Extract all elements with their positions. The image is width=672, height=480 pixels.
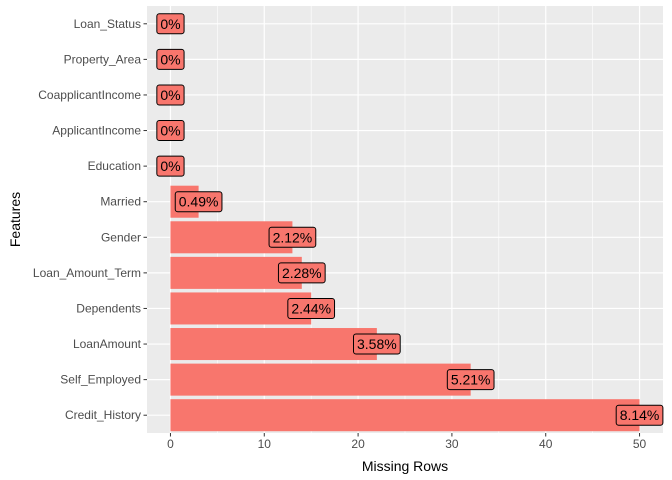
bar bbox=[170, 328, 377, 361]
data-label: 2.12% bbox=[268, 226, 317, 248]
data-label-box bbox=[446, 369, 495, 391]
data-label-box bbox=[156, 13, 185, 35]
x-tick-label: 0 bbox=[167, 437, 174, 451]
data-label-box bbox=[353, 333, 401, 355]
y-tick-label: Education bbox=[88, 159, 141, 173]
data-label-text: 8.14% bbox=[620, 407, 660, 423]
x-tick-label: 40 bbox=[539, 437, 553, 451]
bar bbox=[170, 399, 640, 432]
x-axis: 0 10 20 30 40 50 bbox=[167, 433, 647, 451]
y-tick-label: Married bbox=[100, 195, 141, 209]
data-label-text: 0% bbox=[160, 87, 180, 103]
data-label: 3.58% bbox=[353, 333, 401, 355]
data-label: 8.14% bbox=[615, 404, 664, 426]
y-tick-label: Loan_Amount_Term bbox=[33, 266, 141, 280]
data-label: 0% bbox=[156, 13, 185, 35]
y-tick-label: LoanAmount bbox=[73, 337, 142, 351]
y-tick-label: Gender bbox=[101, 230, 141, 244]
data-label-text: 0% bbox=[160, 158, 180, 174]
data-label-box bbox=[615, 404, 664, 426]
bar bbox=[170, 363, 471, 396]
y-tick-label: Dependents bbox=[76, 301, 141, 315]
data-label-box bbox=[156, 120, 185, 142]
y-axis-title: Features bbox=[7, 192, 23, 247]
data-label-text: 2.28% bbox=[282, 265, 322, 281]
x-tick-label: 50 bbox=[633, 437, 647, 451]
x-axis-title: Missing Rows bbox=[362, 458, 448, 474]
data-label-text: 0.49% bbox=[179, 194, 219, 210]
y-tick-label: Credit_History bbox=[65, 408, 141, 422]
data-label-box bbox=[174, 191, 223, 213]
data-label-box bbox=[156, 155, 185, 177]
x-tick-label: 10 bbox=[258, 437, 272, 451]
data-label-box bbox=[268, 226, 317, 248]
y-tick-label: Property_Area bbox=[64, 52, 142, 66]
data-label: 0% bbox=[156, 120, 185, 142]
y-tick-label: Self_Employed bbox=[60, 373, 141, 387]
x-tick-label: 30 bbox=[445, 437, 459, 451]
y-tick-label: Loan_Status bbox=[74, 17, 141, 31]
grid-lines bbox=[147, 6, 663, 433]
data-labels: 8.14% 5.21% 3.58% 2.44% 2.28% 2.12% 0.49% 0% 0% 0… bbox=[156, 13, 664, 426]
data-label-text: 2.12% bbox=[273, 229, 313, 245]
data-label-box bbox=[287, 297, 336, 319]
data-label-box bbox=[156, 48, 185, 70]
data-label-box bbox=[277, 262, 326, 284]
y-tick-label: CoapplicantIncome bbox=[38, 88, 141, 102]
data-label: 5.21% bbox=[446, 369, 495, 391]
data-label: 0.49% bbox=[174, 191, 223, 213]
data-label-text: 5.21% bbox=[451, 372, 491, 388]
data-label: 2.44% bbox=[287, 297, 336, 319]
data-label-text: 0% bbox=[160, 51, 180, 67]
data-label: 0% bbox=[156, 84, 185, 106]
data-label-text: 0% bbox=[160, 16, 180, 32]
x-tick-label: 20 bbox=[351, 437, 365, 451]
data-label-text: 3.58% bbox=[357, 336, 397, 352]
data-label-text: 0% bbox=[160, 123, 180, 139]
bars bbox=[170, 185, 640, 432]
data-label-text: 2.44% bbox=[291, 300, 331, 316]
y-axis: Credit_History Self_Employed LoanAmount Dep… bbox=[33, 17, 147, 422]
y-tick-label: ApplicantIncome bbox=[52, 124, 141, 138]
data-label: 0% bbox=[156, 48, 185, 70]
data-label: 2.28% bbox=[277, 262, 326, 284]
data-label: 0% bbox=[156, 155, 185, 177]
data-label-box bbox=[156, 84, 185, 106]
